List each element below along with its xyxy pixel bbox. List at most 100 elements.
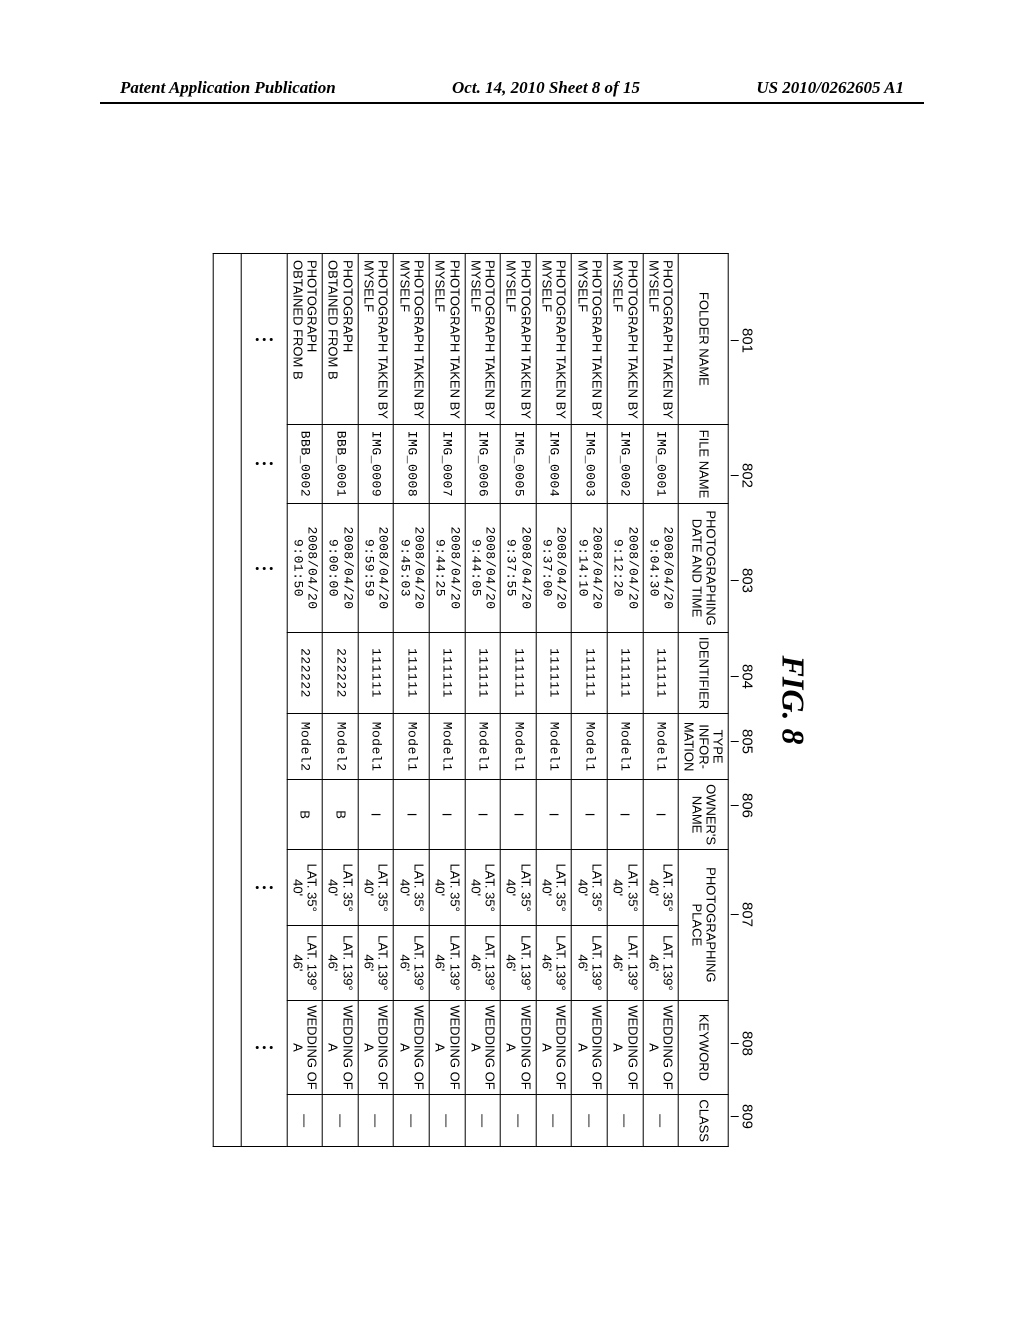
- table-cell: PHOTOGRAPH TAKEN BY MYSELF: [358, 254, 394, 425]
- table-header-cell: TYPE INFOR-MATION: [678, 714, 728, 780]
- table-cell: Model1: [500, 714, 536, 780]
- table-cell: IMG_0003: [572, 424, 608, 503]
- column-ref-number: 802: [739, 463, 756, 488]
- table-cell: I: [465, 780, 501, 850]
- page-header: Patent Application Publication Oct. 14, …: [0, 78, 1024, 98]
- table-cell: B: [287, 780, 323, 850]
- column-ref-tick: [731, 475, 739, 477]
- table-cell: WEDDING OF A: [287, 1000, 323, 1095]
- table-cell: WEDDING OF A: [572, 1000, 608, 1095]
- header-center: Oct. 14, 2010 Sheet 8 of 15: [452, 78, 640, 98]
- table-header-cell: IDENTIFIER: [678, 632, 728, 713]
- table-cell: —: [358, 1095, 394, 1147]
- table-cell: I: [536, 780, 572, 850]
- table-cell: LAT. 139° 46': [607, 926, 643, 1000]
- table-cell: —: [536, 1095, 572, 1147]
- header-left: Patent Application Publication: [120, 78, 336, 98]
- table-header-cell: CLASS: [678, 1095, 728, 1147]
- column-ref-label: 804: [731, 664, 756, 689]
- table-cell: LAT. 35° 40': [429, 850, 465, 926]
- table-cell: WEDDING OF A: [358, 1000, 394, 1095]
- table-cell: Model1: [358, 714, 394, 780]
- table-header-cell: KEYWORD: [678, 1000, 728, 1095]
- column-ref-number: 809: [739, 1104, 756, 1129]
- table-cell: 2008/04/20 9:04:30: [643, 504, 679, 633]
- table-row: PHOTOGRAPH TAKEN BY MYSELFIMG_00052008/0…: [500, 254, 536, 1147]
- table-cell: LAT. 139° 46': [500, 926, 536, 1000]
- table-cell: WEDDING OF A: [394, 1000, 430, 1095]
- column-ref-tick: [731, 1116, 739, 1118]
- table-cell: Model1: [643, 714, 679, 780]
- table-cell: LAT. 35° 40': [536, 850, 572, 926]
- table-cell: 111111: [465, 632, 501, 713]
- table-cell: LAT. 139° 46': [572, 926, 608, 1000]
- table-cell: PHOTOGRAPH OBTAINED FROM B: [322, 254, 358, 425]
- table-header-cell: PHOTOGRAPHING DATE AND TIME: [678, 504, 728, 633]
- table-cell: LAT. 139° 46': [394, 926, 430, 1000]
- table-row: PHOTOGRAPH TAKEN BY MYSELFIMG_00032008/0…: [572, 254, 608, 1147]
- table-cell: LAT. 35° 40': [287, 850, 323, 926]
- table-row: PHOTOGRAPH TAKEN BY MYSELFIMG_00072008/0…: [429, 254, 465, 1147]
- table-cell: Model1: [429, 714, 465, 780]
- table-cell: B: [322, 780, 358, 850]
- column-ref-label: 809: [731, 1104, 756, 1129]
- table-cell: Model2: [287, 714, 323, 780]
- table-cell: IMG_0001: [643, 424, 679, 503]
- table-cell: —: [643, 1095, 679, 1147]
- column-ref-tick: [731, 580, 739, 582]
- column-ref-label: 807: [731, 902, 756, 927]
- table-cell: LAT. 35° 40': [465, 850, 501, 926]
- table-cell: LAT. 35° 40': [322, 850, 358, 926]
- table-cell: Model1: [607, 714, 643, 780]
- table-ellipsis-row: [241, 254, 287, 1147]
- table-cell: —: [394, 1095, 430, 1147]
- table-cell: IMG_0005: [500, 424, 536, 503]
- table-cell: 111111: [429, 632, 465, 713]
- table-cell: —: [322, 1095, 358, 1147]
- table-cell: 2008/04/20 9:45:03: [394, 504, 430, 633]
- table-cell: 2008/04/20 9:37:55: [500, 504, 536, 633]
- table-cell: LAT. 139° 46': [429, 926, 465, 1000]
- table-cell: I: [358, 780, 394, 850]
- table-cell: Model2: [322, 714, 358, 780]
- table-row: PHOTOGRAPH TAKEN BY MYSELFIMG_00092008/0…: [358, 254, 394, 1147]
- column-ref-label: 805: [731, 729, 756, 754]
- table-cell: I: [643, 780, 679, 850]
- table-cell: 111111: [500, 632, 536, 713]
- table-cell: IMG_0002: [607, 424, 643, 503]
- table-header-cell: FOLDER NAME: [678, 254, 728, 425]
- table-cell: LAT. 139° 46': [465, 926, 501, 1000]
- header-rule: [100, 102, 924, 104]
- table-cell: —: [465, 1095, 501, 1147]
- table-cell: IMG_0009: [358, 424, 394, 503]
- ellipsis-cell: [241, 780, 287, 850]
- table-cell: WEDDING OF A: [607, 1000, 643, 1095]
- table-cell: IMG_0004: [536, 424, 572, 503]
- table-cell: LAT. 139° 46': [643, 926, 679, 1000]
- table-cell: PHOTOGRAPH OBTAINED FROM B: [287, 254, 323, 425]
- table-row: PHOTOGRAPH TAKEN BY MYSELFIMG_00042008/0…: [536, 254, 572, 1147]
- table-cell: 222222: [322, 632, 358, 713]
- column-ref-label: 803: [731, 568, 756, 593]
- table-cell: WEDDING OF A: [322, 1000, 358, 1095]
- table-cell: —: [287, 1095, 323, 1147]
- table-cell: I: [500, 780, 536, 850]
- table-cell: 2008/04/20 9:44:25: [429, 504, 465, 633]
- column-ref-label: 802: [731, 463, 756, 488]
- table-cell: PHOTOGRAPH TAKEN BY MYSELF: [429, 254, 465, 425]
- column-ref-number: 808: [739, 1031, 756, 1056]
- table-header-row: FOLDER NAMEFILE NAMEPHOTOGRAPHING DATE A…: [678, 254, 728, 1147]
- table-cell: —: [500, 1095, 536, 1147]
- table-empty-row: [213, 254, 241, 1147]
- table-cell: WEDDING OF A: [465, 1000, 501, 1095]
- table-cell: I: [429, 780, 465, 850]
- column-ref-tick: [731, 805, 739, 807]
- table-cell: WEDDING OF A: [429, 1000, 465, 1095]
- table-cell: LAT. 139° 46': [322, 926, 358, 1000]
- column-ref-number: 803: [739, 568, 756, 593]
- column-ref-label: 801: [731, 328, 756, 353]
- column-ref-number: 805: [739, 729, 756, 754]
- table-cell: IMG_0008: [394, 424, 430, 503]
- table-cell: 2008/04/20 9:44:05: [465, 504, 501, 633]
- figure-title: FIG. 8: [775, 253, 812, 1147]
